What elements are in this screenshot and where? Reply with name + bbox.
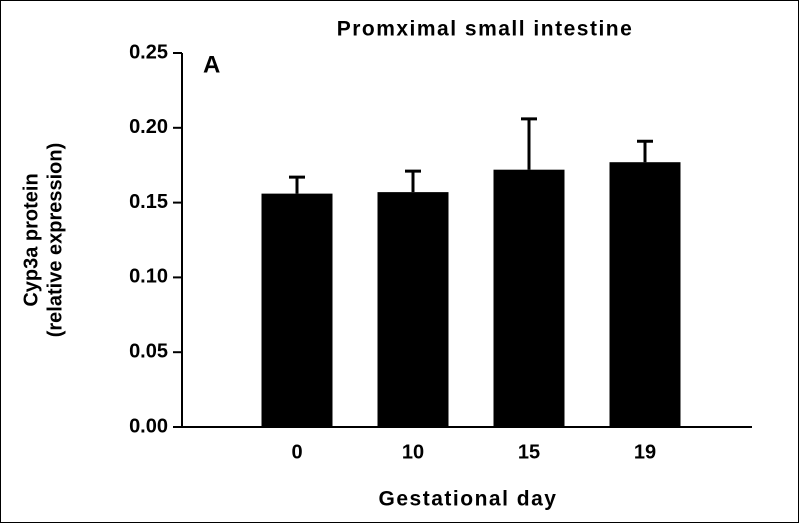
x-tick-label: 15 xyxy=(518,441,540,463)
y-axis-label: (relative expression) xyxy=(44,143,66,338)
chart-title: Promximal small intestine xyxy=(337,18,634,41)
bar xyxy=(261,193,333,427)
y-axis-label: Cyp3a protein xyxy=(20,173,42,306)
error-bar xyxy=(289,175,305,194)
error-bar xyxy=(637,139,653,163)
bar xyxy=(493,169,565,428)
x-tick-label: 10 xyxy=(402,441,424,463)
panel-label: A xyxy=(203,51,220,78)
y-tick-label: 0.10 xyxy=(129,266,168,288)
bar xyxy=(377,192,449,427)
y-tick-label: 0.00 xyxy=(129,415,168,437)
y-tick-label: 0.15 xyxy=(129,191,168,213)
error-bar xyxy=(521,117,537,170)
y-tick-label: 0.25 xyxy=(129,41,168,63)
bar xyxy=(609,162,681,427)
error-bar xyxy=(405,169,421,193)
x-tick-label: 0 xyxy=(291,441,302,463)
y-tick-label: 0.05 xyxy=(129,340,168,362)
x-tick-label: 19 xyxy=(634,441,656,463)
y-tick-label: 0.20 xyxy=(129,116,168,138)
x-axis-label: Gestational day xyxy=(379,488,558,511)
